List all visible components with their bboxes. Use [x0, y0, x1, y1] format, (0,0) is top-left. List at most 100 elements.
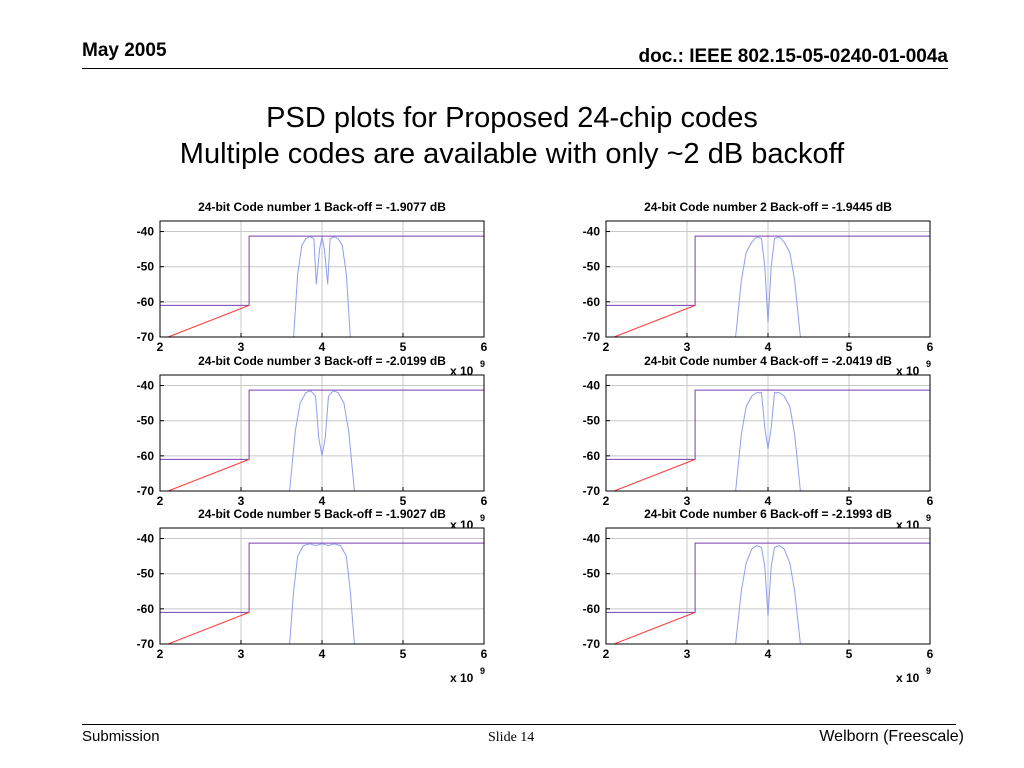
chart-4: 24-bit Code number 4 Back-off = -2.0419 … — [583, 354, 934, 532]
chart-3-slope-line — [167, 458, 250, 492]
chart-1-title: 24-bit Code number 1 Back-off = -1.9077 … — [198, 200, 446, 214]
chart-6-xtick-label-2: 4 — [765, 647, 772, 661]
slide-title-line-1: PSD plots for Proposed 24-chip codes — [266, 102, 758, 134]
chart-3-ytick-label-0: -40 — [137, 379, 155, 393]
chart-2-mask-line — [606, 235, 930, 306]
footer-author: Welborn (Freescale) — [819, 728, 964, 745]
chart-5-x-multiplier: x 10 — [450, 671, 474, 685]
footer-left: Submission — [82, 728, 160, 745]
chart-6-xtick-label-3: 5 — [846, 647, 853, 661]
chart-6-ytick-label-2: -60 — [583, 602, 601, 616]
header-date: May 2005 — [82, 40, 167, 61]
chart-5-slope-line — [167, 611, 250, 645]
chart-3-xtick-label-3: 5 — [400, 494, 407, 508]
chart-2-xtick-label-4: 6 — [927, 340, 934, 354]
chart-3-xtick-label-1: 3 — [238, 494, 245, 508]
chart-1-psd-line — [293, 236, 351, 338]
chart-1-ytick-label-1: -50 — [137, 260, 155, 274]
chart-2-ytick-label-0: -40 — [583, 225, 601, 239]
chart-3-ytick-label-2: -60 — [137, 449, 155, 463]
chart-1-xtick-label-3: 5 — [400, 340, 407, 354]
chart-4-ytick-label-0: -40 — [583, 379, 601, 393]
chart-5-xtick-label-0: 2 — [157, 647, 164, 661]
chart-1-ytick-label-0: -40 — [137, 225, 155, 239]
chart-2-title: 24-bit Code number 2 Back-off = -1.9445 … — [644, 200, 892, 214]
chart-3-x-exponent: 9 — [480, 513, 485, 523]
chart-6-ytick-label-0: -40 — [583, 532, 601, 546]
chart-1-xtick-label-1: 3 — [238, 340, 245, 354]
chart-6-x-multiplier: x 10 — [896, 671, 920, 685]
chart-2-slope-line — [613, 304, 696, 338]
chart-4-xtick-label-3: 5 — [846, 494, 853, 508]
chart-3-xtick-label-4: 6 — [481, 494, 488, 508]
chart-6-psd-line — [735, 545, 801, 645]
chart-2-x-exponent: 9 — [926, 359, 931, 369]
chart-5-ytick-label-0: -40 — [137, 532, 155, 546]
chart-4-title: 24-bit Code number 4 Back-off = -2.0419 … — [644, 354, 892, 368]
chart-2-xtick-label-3: 5 — [846, 340, 853, 354]
chart-3: 24-bit Code number 3 Back-off = -2.0199 … — [137, 354, 488, 532]
chart-5-ytick-label-2: -60 — [137, 602, 155, 616]
chart-1-xtick-label-0: 2 — [157, 340, 164, 354]
chart-3-psd-line — [289, 390, 355, 492]
chart-2-ytick-label-1: -50 — [583, 260, 601, 274]
slide-title-line-2: Multiple codes are available with only ~… — [179, 138, 845, 170]
chart-4-ytick-label-3: -70 — [583, 484, 601, 498]
slide-title: PSD plots for Proposed 24-chip codes Mul… — [0, 100, 1024, 172]
chart-1-x-exponent: 9 — [480, 359, 485, 369]
chart-5-xtick-label-3: 5 — [400, 647, 407, 661]
chart-5-xtick-label-2: 4 — [319, 647, 326, 661]
chart-1-ytick-label-2: -60 — [137, 295, 155, 309]
chart-2-xtick-label-0: 2 — [603, 340, 610, 354]
chart-6-slope-line — [613, 611, 696, 645]
chart-3-ytick-label-3: -70 — [137, 484, 155, 498]
chart-6-ytick-label-1: -50 — [583, 567, 601, 581]
chart-1-xtick-label-2: 4 — [319, 340, 326, 354]
chart-5-x-exponent: 9 — [480, 666, 485, 676]
chart-4-psd-line — [735, 392, 801, 492]
chart-2-xtick-label-2: 4 — [765, 340, 772, 354]
chart-6: 24-bit Code number 6 Back-off = -2.1993 … — [583, 507, 934, 685]
footer-slide-number: Slide 14 — [488, 730, 535, 745]
chart-4-xtick-label-4: 6 — [927, 494, 934, 508]
chart-5-ytick-label-3: -70 — [137, 637, 155, 651]
chart-6-title: 24-bit Code number 6 Back-off = -2.1993 … — [644, 507, 892, 521]
chart-6-ytick-label-3: -70 — [583, 637, 601, 651]
chart-5: 24-bit Code number 5 Back-off = -1.9027 … — [137, 507, 488, 685]
chart-5-title: 24-bit Code number 5 Back-off = -1.9027 … — [198, 507, 446, 521]
chart-1-mask-line — [160, 235, 484, 306]
chart-4-x-exponent: 9 — [926, 513, 931, 523]
chart-4-ytick-label-1: -50 — [583, 414, 601, 428]
chart-1-xtick-label-4: 6 — [481, 340, 488, 354]
chart-4-xtick-label-1: 3 — [684, 494, 691, 508]
chart-5-psd-line — [289, 543, 355, 645]
header-divider — [82, 68, 948, 69]
chart-5-mask-line — [160, 542, 484, 613]
chart-6-xtick-label-4: 6 — [927, 647, 934, 661]
header-doc-id: doc.: IEEE 802.15-05-0240-01-004a — [638, 46, 948, 67]
chart-1-ytick-label-3: -70 — [137, 330, 155, 344]
chart-2: 24-bit Code number 2 Back-off = -1.9445 … — [583, 200, 934, 378]
chart-4-xtick-label-2: 4 — [765, 494, 772, 508]
chart-2-ytick-label-2: -60 — [583, 295, 601, 309]
chart-4-xtick-label-0: 2 — [603, 494, 610, 508]
chart-4-slope-line — [613, 458, 696, 492]
chart-6-x-exponent: 9 — [926, 666, 931, 676]
chart-6-xtick-label-1: 3 — [684, 647, 691, 661]
chart-6-xtick-label-0: 2 — [603, 647, 610, 661]
chart-3-xtick-label-2: 4 — [319, 494, 326, 508]
chart-2-ytick-label-3: -70 — [583, 330, 601, 344]
chart-4-ytick-label-2: -60 — [583, 449, 601, 463]
chart-3-mask-line — [160, 389, 484, 460]
chart-5-xtick-label-4: 6 — [481, 647, 488, 661]
chart-2-psd-line — [735, 236, 801, 338]
chart-5-xtick-label-1: 3 — [238, 647, 245, 661]
chart-2-xtick-label-1: 3 — [684, 340, 691, 354]
chart-5-ytick-label-1: -50 — [137, 567, 155, 581]
footer-divider — [82, 724, 956, 725]
chart-3-title: 24-bit Code number 3 Back-off = -2.0199 … — [198, 354, 446, 368]
chart-4-mask-line — [606, 389, 930, 460]
chart-3-xtick-label-0: 2 — [157, 494, 164, 508]
chart-1: 24-bit Code number 1 Back-off = -1.9077 … — [137, 200, 488, 378]
chart-1-slope-line — [167, 304, 250, 338]
